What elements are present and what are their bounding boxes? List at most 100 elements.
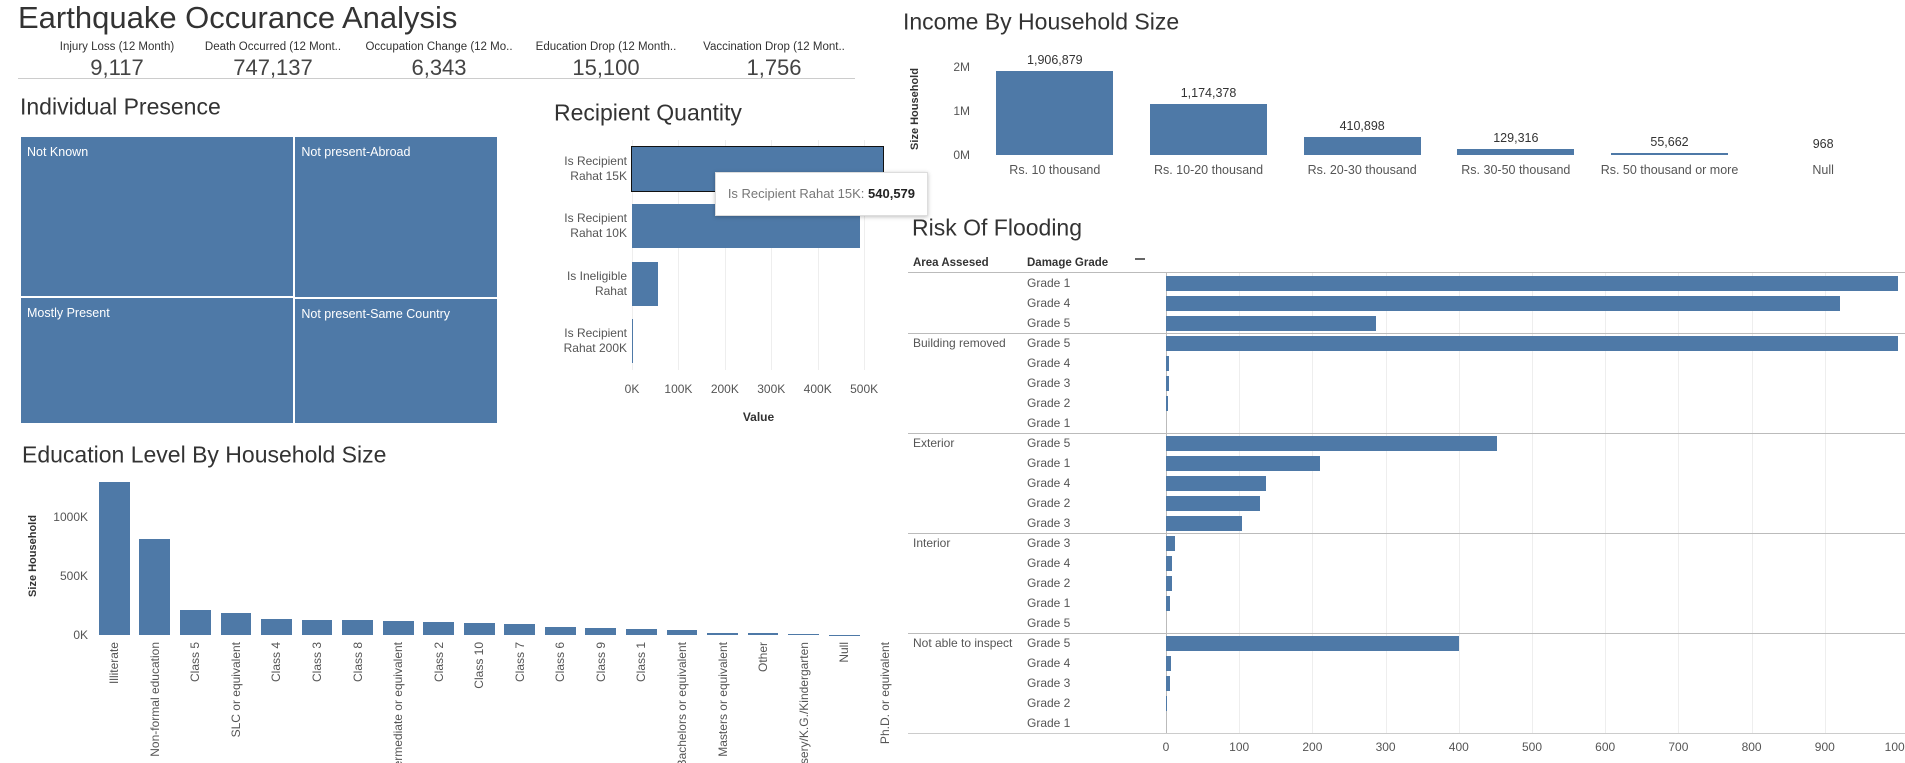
- bar: [261, 619, 292, 635]
- x-tick-label: SLC or equivalent: [228, 642, 243, 738]
- y-tick-label: 500K: [59, 569, 88, 584]
- kpi-label: Vaccination Drop (12 Mont..: [703, 41, 845, 53]
- bar: [1166, 535, 1175, 551]
- x-tick-label: 800: [1741, 740, 1762, 754]
- category-label: Grade 5: [1027, 616, 1071, 630]
- treemap-cell: [20, 136, 295, 298]
- bar: [1166, 275, 1898, 291]
- grid-line: [632, 140, 633, 370]
- kpi-value: 6,343: [411, 55, 467, 80]
- x-tick-label: Nursery/K.G./Kindergarten: [796, 642, 811, 763]
- treemap-label: Not present-Abroad: [301, 145, 411, 159]
- category-label: Grade 4: [1027, 296, 1071, 310]
- category-label: Grade 2: [1027, 576, 1071, 590]
- x-tick-label: Illiterate: [107, 642, 122, 685]
- x-tick-label: 500K: [850, 382, 879, 396]
- tooltip: Is Recipient Rahat 15K: 540,579: [714, 171, 929, 216]
- bar: [1166, 475, 1266, 491]
- bar: [504, 624, 536, 635]
- bar: [1166, 655, 1172, 671]
- bar: [463, 622, 495, 635]
- x-tick-label: Rs. 30-50 thousand: [1461, 163, 1571, 177]
- bar: [632, 261, 658, 306]
- x-tick-label: 400K: [803, 382, 832, 396]
- x-tick-label: 600: [1595, 740, 1616, 754]
- x-tick-label: 100: [1229, 740, 1250, 754]
- category-label: Is Recipient Rahat 200K: [563, 326, 627, 356]
- category-label: Grade 2: [1027, 396, 1071, 410]
- kpi-label: Injury Loss (12 Month): [59, 41, 175, 53]
- treemap-cell: [294, 297, 498, 424]
- kpi-divider: [18, 78, 855, 79]
- bar: [1166, 495, 1260, 511]
- x-tick-label: Null: [837, 642, 852, 663]
- x-tick-label: 0: [1162, 740, 1170, 754]
- bar: [1166, 455, 1320, 471]
- bar: [139, 539, 171, 635]
- category-label: Is Ineligible Rahat: [566, 268, 627, 298]
- grid-line: [1458, 273, 1460, 733]
- value-label: 1,174,378: [1180, 85, 1237, 100]
- category-label: Is Recipient Rahat 15K: [564, 153, 627, 183]
- category-label: Grade 4: [1027, 656, 1071, 670]
- grid-line: [1678, 273, 1680, 733]
- bar: [1150, 103, 1267, 155]
- bar: [423, 621, 455, 635]
- group-label: Not able to inspect: [913, 636, 1013, 650]
- grid-line: [1605, 273, 1607, 733]
- x-tick-label: 1000: [1884, 740, 1905, 754]
- bar: [1166, 555, 1172, 571]
- bar: [1166, 515, 1243, 531]
- x-tick-label: 300K: [757, 382, 786, 396]
- category-label: Grade 3: [1027, 676, 1071, 690]
- x-tick-label: 400: [1448, 740, 1469, 754]
- bar: [382, 620, 414, 635]
- category-label: Grade 3: [1027, 536, 1071, 550]
- x-tick-label: 500: [1521, 740, 1543, 754]
- grid-line: [817, 140, 819, 370]
- category-label: Grade 1: [1027, 276, 1071, 290]
- treemap-label: Mostly Present: [27, 306, 110, 321]
- category-label: Grade 5: [1027, 316, 1071, 330]
- y-tick-label: 1M: [953, 104, 970, 119]
- value-label: 55,662: [1650, 134, 1689, 149]
- x-axis-label: Value: [742, 410, 775, 424]
- x-tick-label: Class 3: [310, 642, 325, 683]
- plot-area: [1166, 273, 1898, 733]
- bar: [585, 627, 617, 635]
- grid-line: [864, 140, 866, 370]
- value-label: 129,316: [1493, 131, 1539, 146]
- bar: [996, 71, 1114, 155]
- y-tick-label: 1000K: [53, 510, 88, 525]
- grid-line: [1824, 273, 1826, 733]
- bar: [788, 633, 820, 635]
- category-label: Grade 3: [1027, 376, 1071, 390]
- category-label: Grade 4: [1027, 556, 1071, 570]
- x-tick-label: Rs. 10 thousand: [1009, 163, 1101, 177]
- y-tick-label: 2M: [953, 60, 970, 75]
- bar: [1457, 149, 1575, 155]
- bar: [1166, 355, 1169, 371]
- bar: [666, 630, 698, 635]
- y-axis-label: Size Household: [909, 68, 921, 150]
- kpi-value: 9,117: [90, 55, 144, 80]
- bar: [220, 613, 252, 635]
- value-label: 1,906,879: [1027, 53, 1083, 68]
- chart-title: Individual Presence: [20, 93, 221, 120]
- bar: [1166, 435, 1497, 451]
- x-tick-label: Rs. 50 thousand or more: [1600, 163, 1739, 177]
- bar: [1166, 375, 1169, 391]
- category-label: Grade 1: [1027, 416, 1071, 430]
- x-tick-label: Class 1: [634, 642, 649, 683]
- x-tick-label: Non-formal education: [147, 642, 162, 757]
- x-tick-label: 900: [1814, 740, 1835, 754]
- x-tick-label: Class 8: [350, 642, 365, 683]
- bar: [1166, 635, 1459, 651]
- bar: [1166, 315, 1377, 331]
- bar: [544, 626, 576, 635]
- category-label: Grade 1: [1027, 596, 1071, 610]
- bar: [342, 620, 373, 635]
- bar: [98, 481, 130, 635]
- row-header: Area Assesed: [913, 257, 989, 269]
- grid-line: [1532, 273, 1533, 733]
